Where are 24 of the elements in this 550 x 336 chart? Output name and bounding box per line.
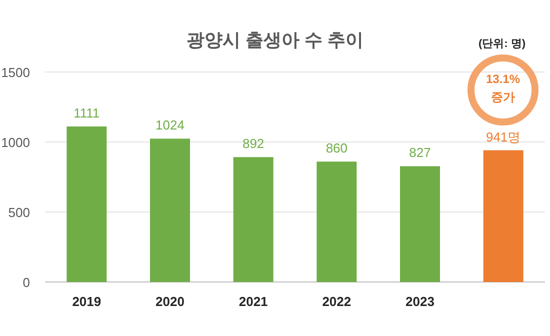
y-tick-label: 1500 [1,65,30,80]
x-tick-label: 2019 [72,294,102,309]
chart-title: 광양시 출생아 수 추이 [186,30,364,50]
bar [150,138,190,282]
x-tick-label: 2022 [322,294,352,309]
bar [233,157,274,282]
data-label: 941명 [486,129,521,144]
x-tick-label: 2023 [406,294,434,309]
annotation: 13.1% 증가 [484,71,522,106]
text: (단위: 명) [478,38,526,50]
y-tick-label: 500 [8,205,30,220]
y-tick-label: 0 [22,275,30,290]
data-label: 892 [242,136,264,152]
data-label: 860 [326,140,348,156]
data-label: 1024 [156,118,184,133]
bar [400,166,440,282]
x-tick-label: 2021 [238,294,268,309]
data-label: 827 [409,145,431,160]
bar [66,126,107,282]
x-tick-label: 2020 [156,294,184,309]
bar [316,162,357,282]
bar [483,150,524,282]
data-label: 1111 [74,105,100,120]
y-tick-label: 1000 [1,135,30,150]
